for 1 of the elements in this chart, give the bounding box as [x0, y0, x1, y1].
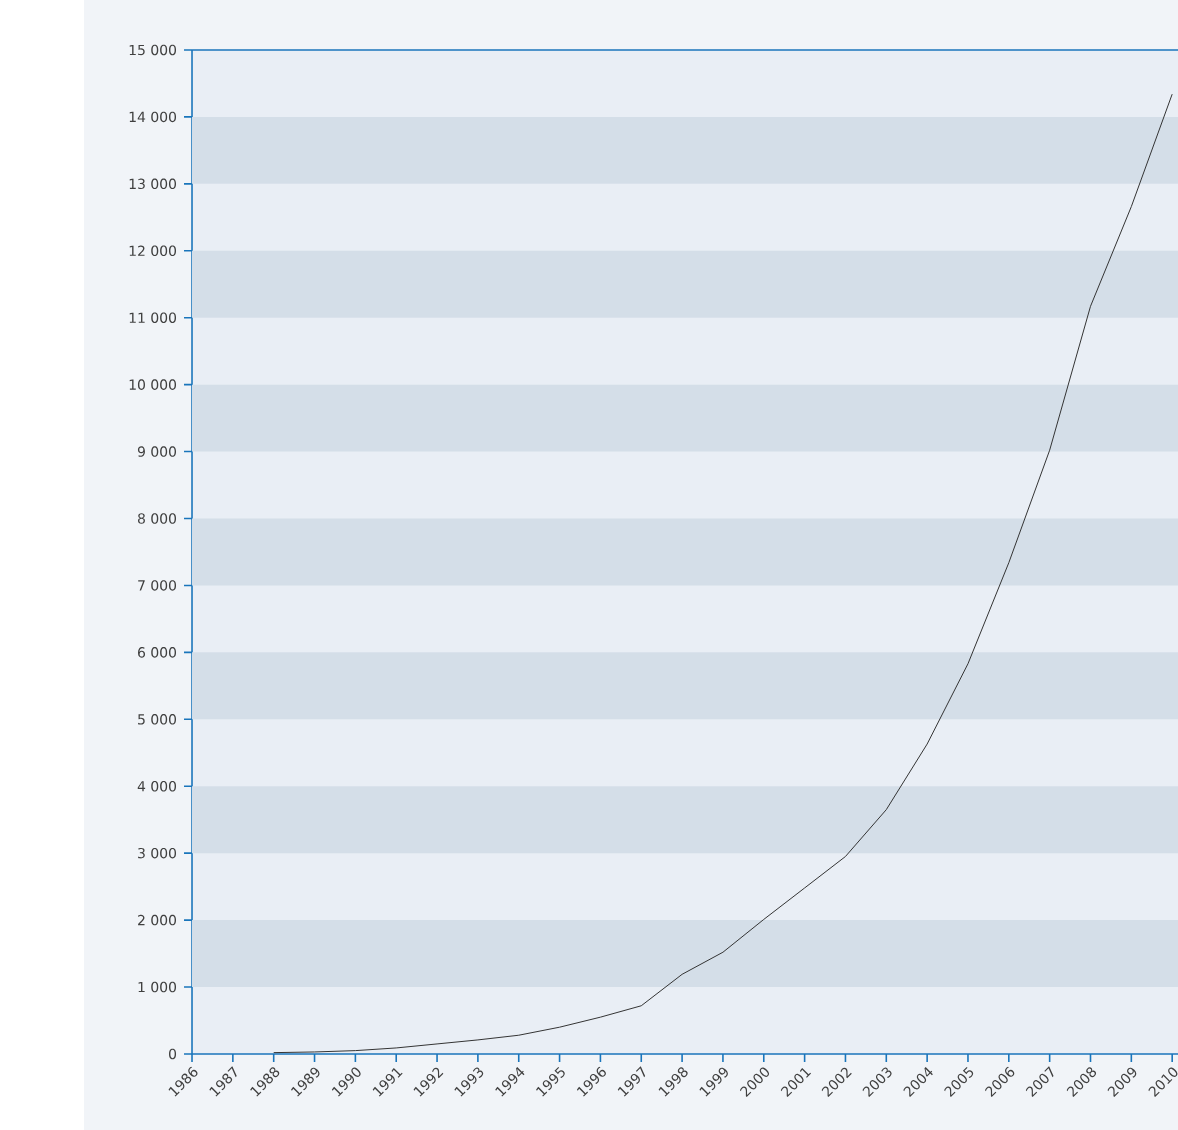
line-series [273, 93, 1173, 1054]
